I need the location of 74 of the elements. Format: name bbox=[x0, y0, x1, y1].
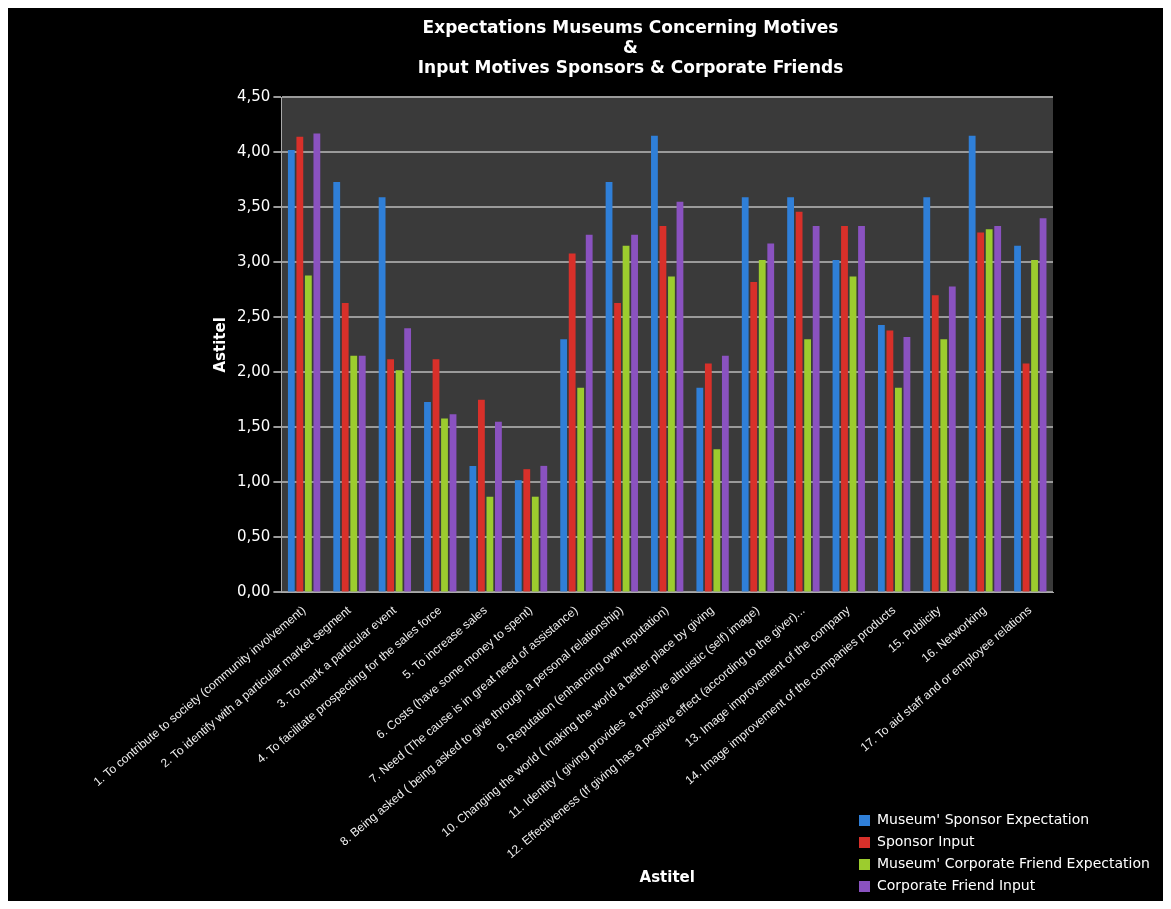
bar bbox=[585, 234, 593, 592]
bar bbox=[940, 339, 948, 592]
bar bbox=[486, 496, 494, 592]
y-axis-title: Astitel bbox=[210, 317, 229, 373]
bar bbox=[994, 225, 1002, 592]
bar bbox=[477, 399, 485, 592]
bar bbox=[877, 325, 885, 592]
bar bbox=[968, 135, 976, 592]
bar bbox=[469, 465, 477, 592]
bar bbox=[296, 136, 304, 592]
bar bbox=[441, 418, 448, 592]
bar bbox=[858, 225, 865, 592]
bar bbox=[812, 225, 820, 592]
y-tick-label: 4,50 bbox=[236, 87, 271, 106]
y-tick-label: 4,00 bbox=[236, 142, 271, 161]
legend-label: Museum' Corporate Friend Expectation bbox=[877, 855, 1150, 871]
bar bbox=[668, 276, 675, 592]
bar bbox=[985, 229, 993, 592]
bar bbox=[696, 387, 704, 592]
y-tick-label: 2,50 bbox=[236, 307, 271, 326]
bar bbox=[741, 197, 749, 592]
bar bbox=[1014, 245, 1021, 592]
bar bbox=[795, 211, 803, 592]
bar bbox=[758, 260, 766, 592]
bar bbox=[841, 225, 848, 592]
x-axis-title: Astitel bbox=[639, 867, 695, 886]
bar bbox=[750, 282, 758, 592]
bar bbox=[378, 197, 386, 592]
bar bbox=[804, 339, 812, 592]
y-tick-label: 0,50 bbox=[236, 527, 271, 546]
bar bbox=[713, 449, 721, 592]
y-tick-label: 1,50 bbox=[236, 417, 271, 436]
bar bbox=[977, 232, 985, 592]
y-tick-label: 2,00 bbox=[236, 362, 271, 381]
legend-label: Corporate Friend Input bbox=[877, 877, 1036, 893]
bar bbox=[404, 328, 412, 592]
bar bbox=[704, 363, 712, 592]
bar bbox=[923, 197, 931, 592]
bar bbox=[358, 355, 366, 592]
y-tick-label: 3,50 bbox=[236, 197, 271, 216]
bar bbox=[651, 135, 658, 592]
bar bbox=[568, 253, 576, 592]
bar bbox=[948, 286, 956, 592]
bar bbox=[1031, 260, 1038, 592]
bar bbox=[886, 330, 894, 592]
bar bbox=[577, 387, 585, 592]
bar bbox=[350, 355, 358, 592]
bar bbox=[894, 387, 902, 592]
bar bbox=[614, 303, 621, 592]
bar bbox=[531, 496, 539, 592]
legend-label: Sponsor Input bbox=[877, 833, 975, 849]
bar bbox=[540, 465, 548, 592]
bar bbox=[721, 355, 729, 592]
bar bbox=[304, 275, 312, 592]
bar bbox=[333, 181, 341, 592]
legend-label: Museum' Sponsor Expectation bbox=[877, 811, 1090, 827]
bar bbox=[313, 133, 321, 592]
chart-title: Expectations Museums Concerning Motives & Input Motives Sponsors & Corporate Friends bbox=[417, 16, 844, 78]
bar bbox=[523, 469, 531, 592]
bar bbox=[560, 339, 568, 592]
bar bbox=[514, 480, 522, 592]
y-tick-label: 0,00 bbox=[236, 582, 271, 601]
bar bbox=[395, 370, 403, 592]
bar bbox=[767, 243, 775, 592]
y-tick-label: 1,00 bbox=[236, 472, 271, 491]
bar bbox=[287, 150, 295, 592]
bar bbox=[787, 197, 794, 592]
bar bbox=[387, 359, 395, 592]
y-tick-label: 3,00 bbox=[236, 252, 271, 271]
bar bbox=[341, 303, 349, 592]
bar bbox=[424, 402, 431, 592]
bar bbox=[931, 295, 939, 592]
bar bbox=[631, 234, 638, 592]
bar bbox=[495, 421, 502, 592]
